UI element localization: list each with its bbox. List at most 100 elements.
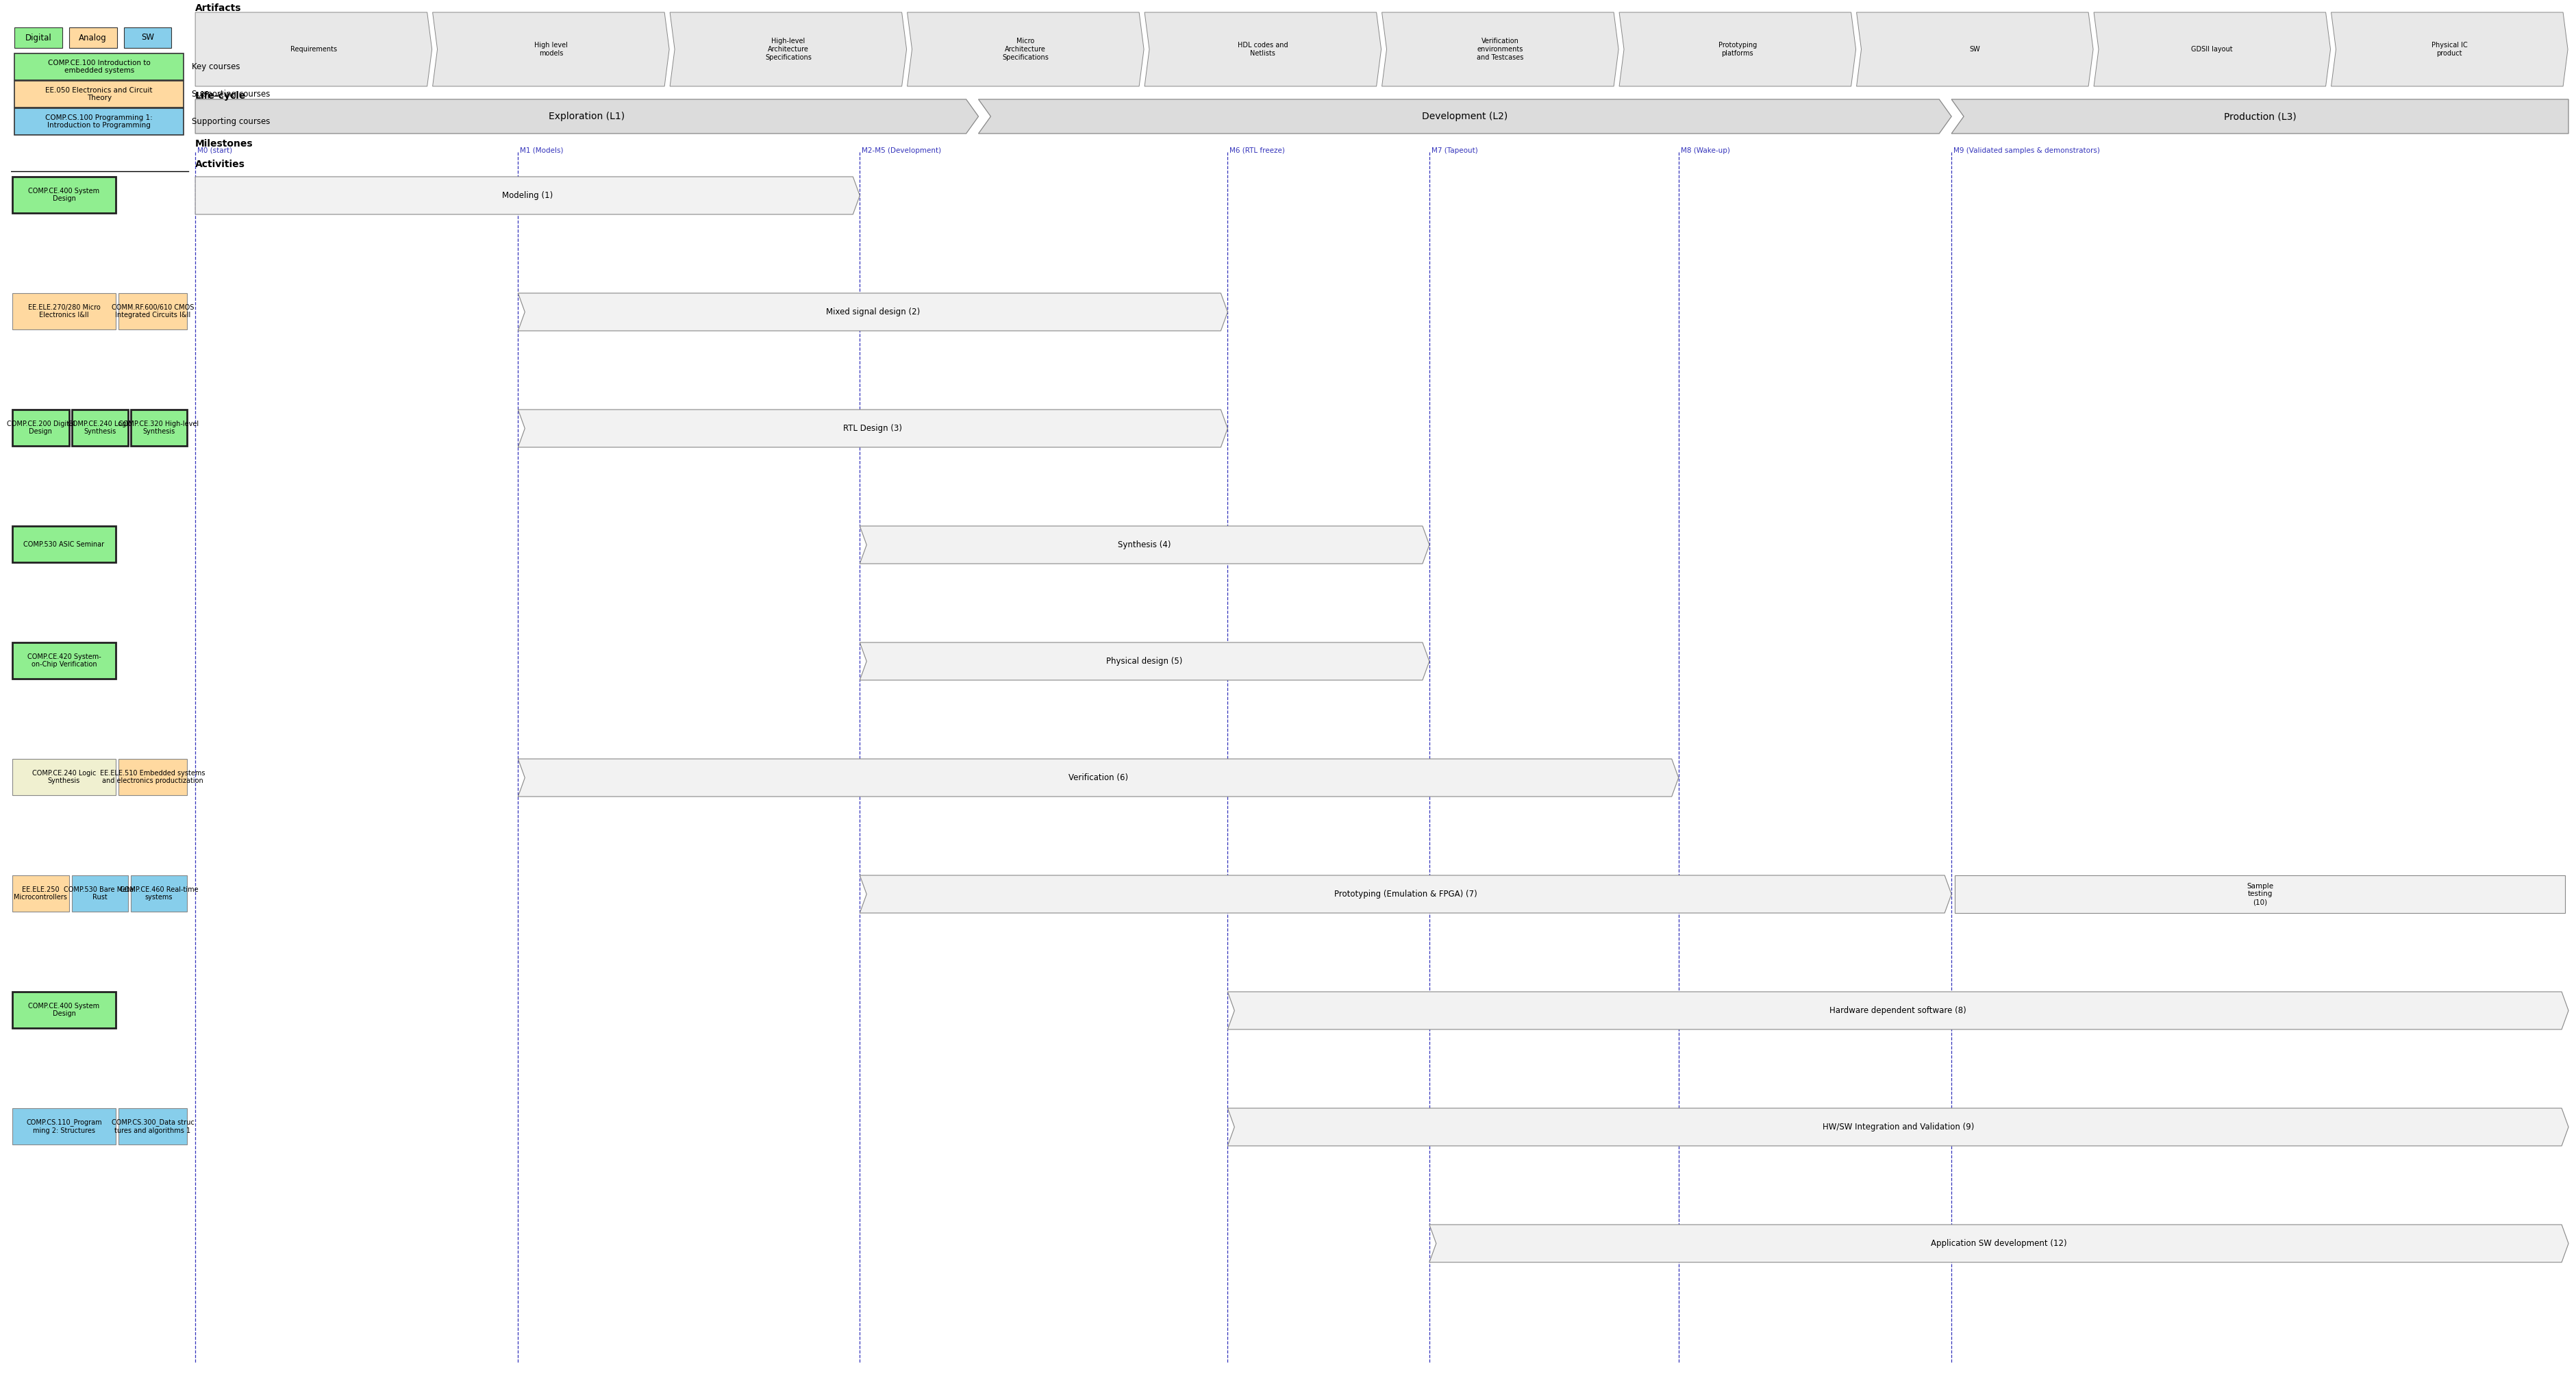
Text: COMP.CS.300_Data struc
tures and algorithms 1: COMP.CS.300_Data struc tures and algorit… xyxy=(111,1119,193,1134)
Text: Analog: Analog xyxy=(80,33,108,43)
Text: M1 (Models): M1 (Models) xyxy=(520,147,564,154)
FancyBboxPatch shape xyxy=(72,410,129,446)
FancyBboxPatch shape xyxy=(70,28,116,48)
Text: COMP.CE.200 Digital
Design: COMP.CE.200 Digital Design xyxy=(8,420,75,435)
Polygon shape xyxy=(196,12,433,87)
FancyBboxPatch shape xyxy=(13,992,116,1028)
FancyBboxPatch shape xyxy=(118,1108,188,1145)
Text: Synthesis (4): Synthesis (4) xyxy=(1118,541,1172,549)
Text: COMM.RF.600/610 CMOS
Integrated Circuits I&II: COMM.RF.600/610 CMOS Integrated Circuits… xyxy=(111,304,193,319)
Text: Hardware dependent software (8): Hardware dependent software (8) xyxy=(1829,1006,1965,1015)
Text: Mixed signal design (2): Mixed signal design (2) xyxy=(827,307,920,316)
FancyBboxPatch shape xyxy=(13,1108,116,1145)
Text: M7 (Tapeout): M7 (Tapeout) xyxy=(1432,147,1479,154)
Text: Requirements: Requirements xyxy=(291,45,337,52)
Polygon shape xyxy=(518,760,1680,797)
Text: Artifacts: Artifacts xyxy=(196,3,242,12)
Text: Verification
environments
and Testcases: Verification environments and Testcases xyxy=(1476,39,1522,61)
FancyBboxPatch shape xyxy=(72,875,129,912)
Text: COMP.CE.240 Logic
Synthesis: COMP.CE.240 Logic Synthesis xyxy=(31,769,95,784)
Polygon shape xyxy=(670,12,907,87)
FancyBboxPatch shape xyxy=(15,109,183,135)
Text: COMP.CS.110_Program
ming 2: Structures: COMP.CS.110_Program ming 2: Structures xyxy=(26,1119,103,1134)
Text: M8 (Wake-up): M8 (Wake-up) xyxy=(1680,147,1731,154)
Polygon shape xyxy=(860,643,1430,680)
Polygon shape xyxy=(1229,992,2568,1029)
FancyBboxPatch shape xyxy=(118,760,188,795)
Text: M2-M5 (Development): M2-M5 (Development) xyxy=(863,147,940,154)
Text: COMP.CS.100 Programming 1:
Introduction to Programming: COMP.CS.100 Programming 1: Introduction … xyxy=(46,114,152,129)
Text: COMP.530 Bare Metal
Rust: COMP.530 Bare Metal Rust xyxy=(64,886,137,901)
Polygon shape xyxy=(860,875,1953,914)
Text: Physical IC
product: Physical IC product xyxy=(2432,41,2468,56)
FancyBboxPatch shape xyxy=(124,28,173,48)
Polygon shape xyxy=(907,12,1144,87)
Text: Verification (6): Verification (6) xyxy=(1069,773,1128,782)
Text: COMP.CE.240 Logic
Synthesis: COMP.CE.240 Logic Synthesis xyxy=(67,420,131,435)
Polygon shape xyxy=(1381,12,1618,87)
Text: GDSII layout: GDSII layout xyxy=(2192,45,2233,52)
Text: Application SW development (12): Application SW development (12) xyxy=(1932,1238,2066,1248)
Text: Production (L3): Production (L3) xyxy=(2223,111,2295,121)
Polygon shape xyxy=(1857,12,2094,87)
Text: High level
models: High level models xyxy=(533,41,567,56)
Text: COMP.CE.460 Real-time
systems: COMP.CE.460 Real-time systems xyxy=(118,886,198,901)
Text: COMP.CE.100 Introduction to
embedded systems: COMP.CE.100 Introduction to embedded sys… xyxy=(49,59,149,74)
Polygon shape xyxy=(518,293,1229,330)
Polygon shape xyxy=(433,12,670,87)
Text: COMP.530 ASIC Seminar: COMP.530 ASIC Seminar xyxy=(23,541,106,548)
FancyBboxPatch shape xyxy=(13,293,116,329)
Polygon shape xyxy=(1229,1108,2568,1146)
Text: EE.ELE.250
Microcontrollers: EE.ELE.250 Microcontrollers xyxy=(13,886,67,901)
Text: High-level
Architecture
Specifications: High-level Architecture Specifications xyxy=(765,39,811,61)
FancyBboxPatch shape xyxy=(13,875,70,912)
FancyBboxPatch shape xyxy=(13,760,116,795)
Polygon shape xyxy=(860,526,1430,564)
FancyBboxPatch shape xyxy=(131,875,188,912)
Text: Activities: Activities xyxy=(196,160,245,169)
Text: Supporting courses: Supporting courses xyxy=(191,89,270,99)
Text: Key courses: Key courses xyxy=(191,62,240,72)
Polygon shape xyxy=(979,99,1953,133)
Polygon shape xyxy=(196,99,979,133)
Text: RTL Design (3): RTL Design (3) xyxy=(842,424,902,433)
Text: Sample
testing
(10): Sample testing (10) xyxy=(2246,883,2275,905)
Text: Development (L2): Development (L2) xyxy=(1422,111,1507,121)
Text: COMP.CE.400 System
Design: COMP.CE.400 System Design xyxy=(28,1003,100,1017)
Polygon shape xyxy=(2331,12,2568,87)
Text: COMP.CE.420 System-
on-Chip Verification: COMP.CE.420 System- on-Chip Verification xyxy=(28,654,100,667)
Text: Prototyping
platforms: Prototyping platforms xyxy=(1718,41,1757,56)
Text: Digital: Digital xyxy=(26,33,52,43)
Text: M9 (Validated samples & demonstrators): M9 (Validated samples & demonstrators) xyxy=(1953,147,2099,154)
Text: M0 (start): M0 (start) xyxy=(198,147,232,154)
Polygon shape xyxy=(1144,12,1381,87)
Text: SW: SW xyxy=(1971,45,1981,52)
FancyBboxPatch shape xyxy=(13,526,116,563)
FancyBboxPatch shape xyxy=(15,81,183,107)
Text: EE.ELE.270/280 Micro
Electronics I&II: EE.ELE.270/280 Micro Electronics I&II xyxy=(28,304,100,319)
FancyBboxPatch shape xyxy=(1955,875,2566,914)
Text: EE.050 Electronics and Circuit
Theory: EE.050 Electronics and Circuit Theory xyxy=(46,87,152,102)
FancyBboxPatch shape xyxy=(13,176,116,213)
Polygon shape xyxy=(1430,1225,2568,1262)
FancyBboxPatch shape xyxy=(15,28,62,48)
FancyBboxPatch shape xyxy=(118,293,188,329)
Polygon shape xyxy=(518,410,1229,447)
Polygon shape xyxy=(1953,99,2568,133)
Text: Prototyping (Emulation & FPGA) (7): Prototyping (Emulation & FPGA) (7) xyxy=(1334,890,1476,899)
Polygon shape xyxy=(2094,12,2331,87)
Text: SW: SW xyxy=(142,33,155,43)
Polygon shape xyxy=(196,176,860,215)
Text: EE.ELE.510 Embedded systems
and electronics productization: EE.ELE.510 Embedded systems and electron… xyxy=(100,769,206,784)
FancyBboxPatch shape xyxy=(13,643,116,678)
FancyBboxPatch shape xyxy=(13,410,70,446)
Text: HW/SW Integration and Validation (9): HW/SW Integration and Validation (9) xyxy=(1821,1123,1973,1131)
Text: HDL codes and
Netlists: HDL codes and Netlists xyxy=(1236,41,1288,56)
Text: M6 (RTL freeze): M6 (RTL freeze) xyxy=(1229,147,1285,154)
Text: Supporting courses: Supporting courses xyxy=(191,117,270,127)
Polygon shape xyxy=(1620,12,1855,87)
Text: Life-cycle: Life-cycle xyxy=(196,91,247,100)
Text: Physical design (5): Physical design (5) xyxy=(1108,656,1182,666)
FancyBboxPatch shape xyxy=(131,410,188,446)
Text: Modeling (1): Modeling (1) xyxy=(502,191,554,200)
